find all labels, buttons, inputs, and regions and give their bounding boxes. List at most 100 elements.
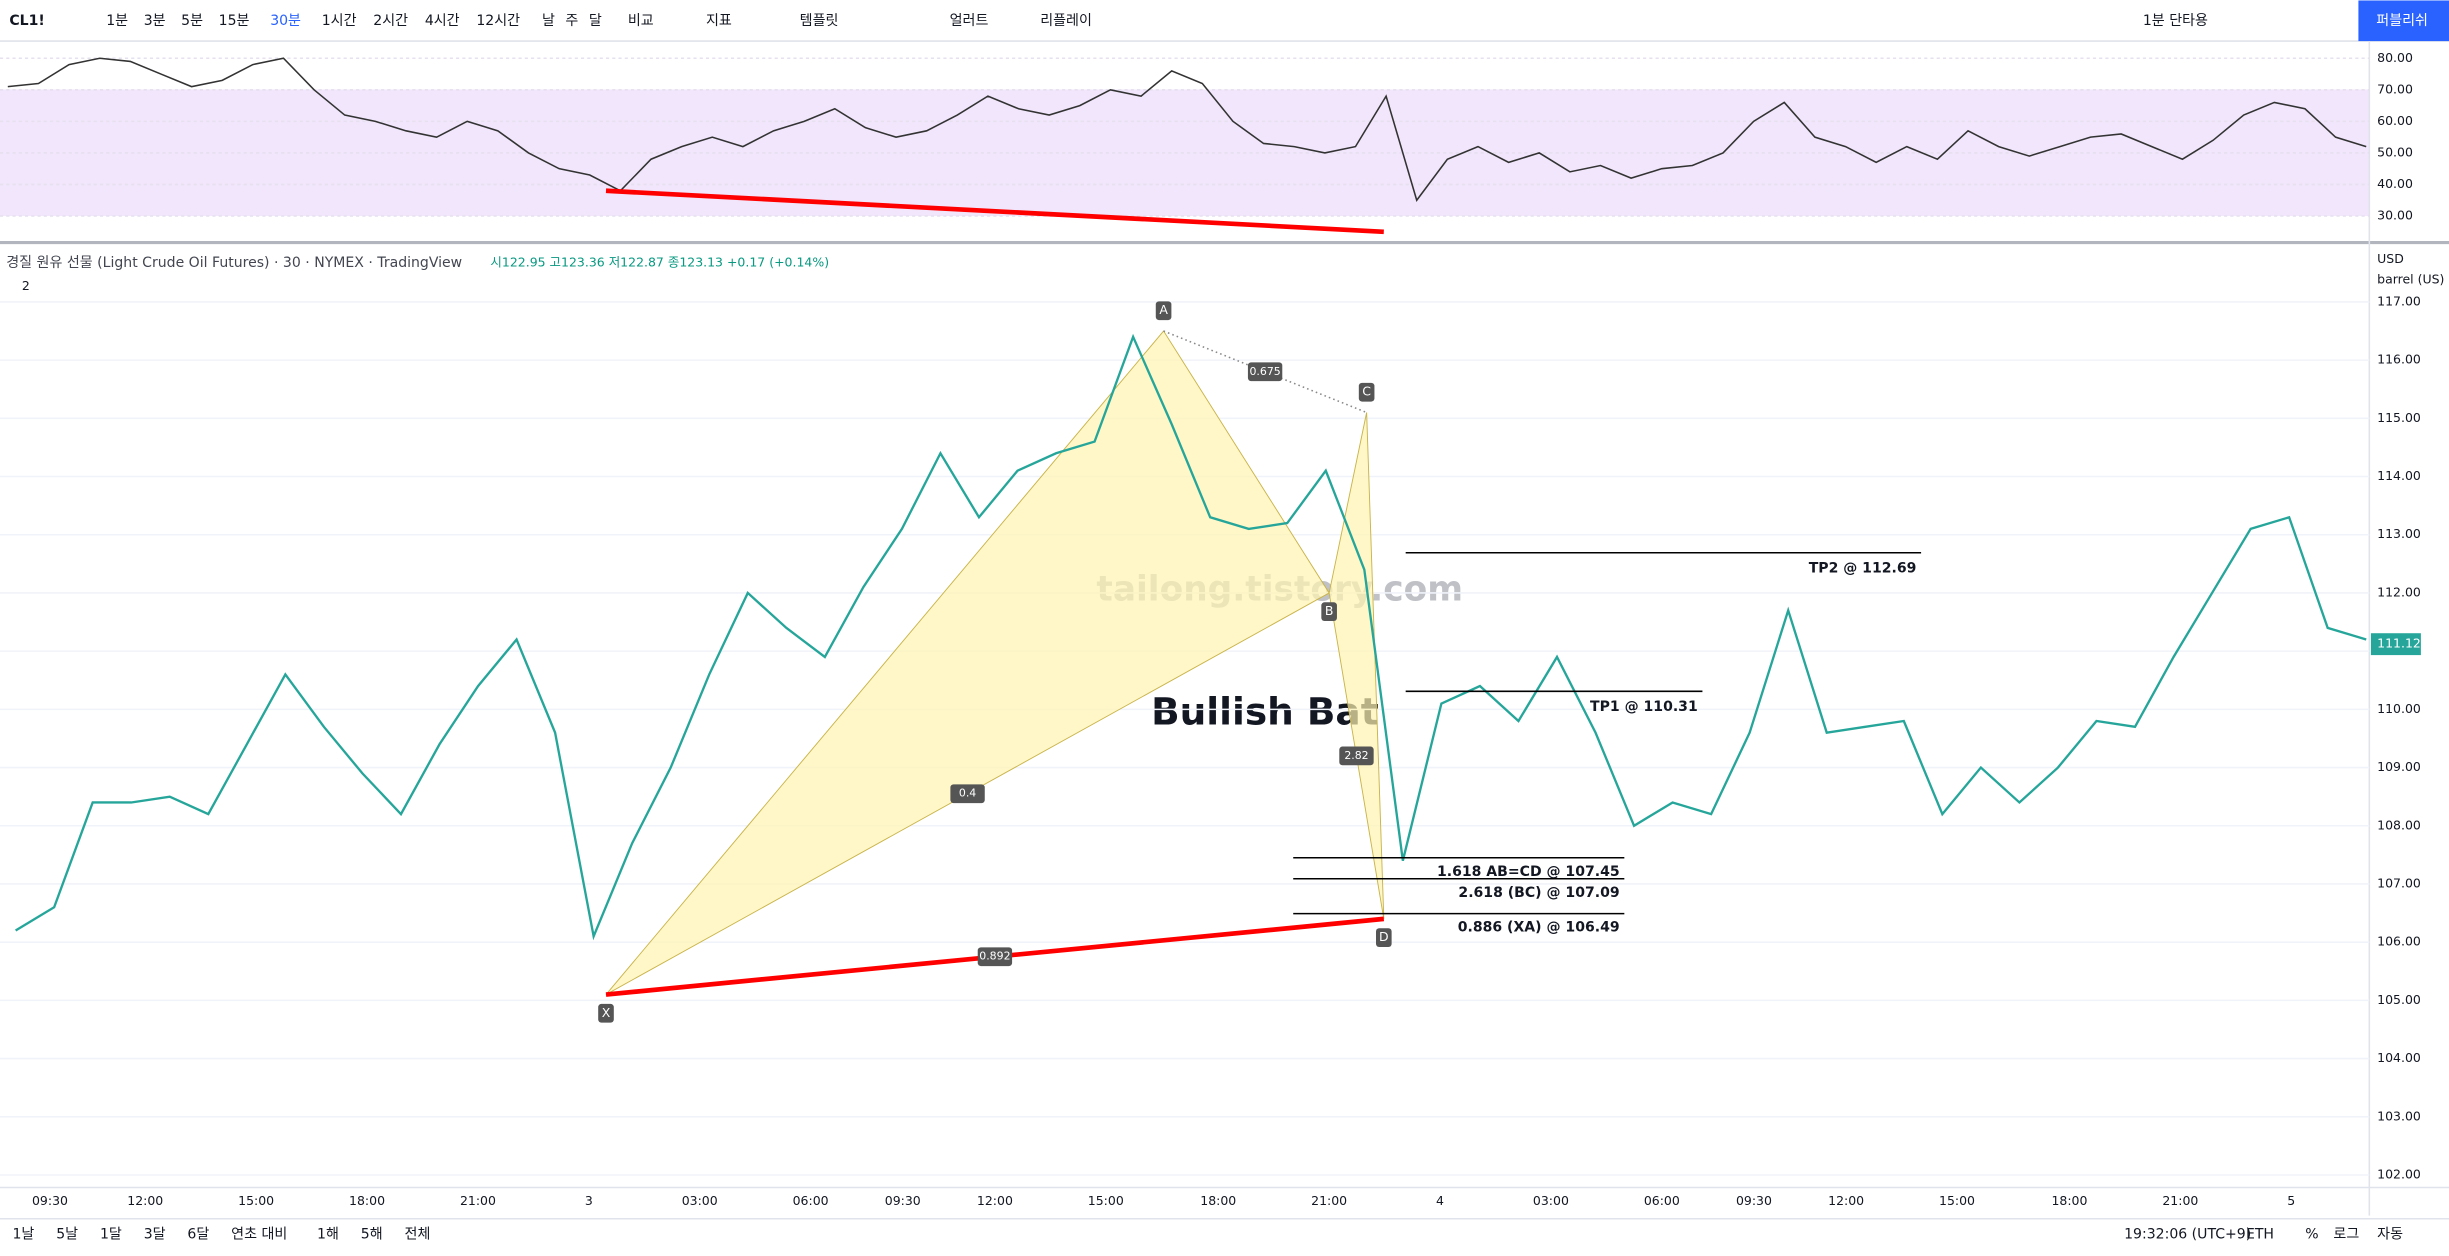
- interval[interactable]: 달: [589, 13, 602, 29]
- price-tick-label: 110.00: [2377, 701, 2421, 716]
- time-tick-label: 12:00: [127, 1193, 163, 1208]
- time-tick-label: 3: [585, 1193, 593, 1208]
- scale-option[interactable]: 로그: [2333, 1226, 2359, 1242]
- price-tick-label: 117.00: [2377, 293, 2421, 308]
- publish-button[interactable]: [2358, 0, 2449, 42]
- point-badge: [1155, 301, 1172, 321]
- point-badge: [598, 1003, 614, 1023]
- symbol[interactable]: CL1!: [9, 13, 44, 29]
- point-label: C: [1362, 384, 1371, 399]
- ratio-badge: [977, 947, 1013, 967]
- range-button[interactable]: 연초 대비: [231, 1226, 287, 1242]
- price-tick-label: 107.00: [2377, 875, 2421, 890]
- price-tick-label: 114.00: [2377, 468, 2421, 483]
- range-button[interactable]: 1해: [317, 1226, 339, 1242]
- price-tick-label: 113.00: [2377, 526, 2421, 541]
- rsi-tick-label: 50.00: [2377, 144, 2413, 159]
- interval[interactable]: 4시간: [425, 13, 460, 29]
- scale-option[interactable]: 자동: [2377, 1226, 2403, 1242]
- pattern-bcd: [1328, 412, 1385, 919]
- clock: 19:32:06 (UTC+9): [2124, 1226, 2251, 1242]
- interval[interactable]: 3분: [144, 13, 166, 29]
- price-tick-label: 104.00: [2377, 1050, 2421, 1065]
- toolbar-button[interactable]: 템플릿: [800, 13, 839, 29]
- toolbar-button[interactable]: 지표: [706, 13, 732, 29]
- rsi-tick-label: 30.00: [2377, 208, 2413, 223]
- price-tick-label: 116.00: [2377, 352, 2421, 367]
- interval[interactable]: 15분: [219, 13, 250, 29]
- range-button[interactable]: 전체: [405, 1226, 431, 1242]
- interval[interactable]: 주: [565, 13, 578, 29]
- time-tick-label: 18:00: [1200, 1193, 1236, 1208]
- interval[interactable]: 12시간: [476, 13, 520, 29]
- session[interactable]: ETH: [2246, 1226, 2274, 1242]
- toolbar-button[interactable]: 비교: [628, 13, 654, 29]
- price-tick-label: 105.00: [2377, 992, 2421, 1007]
- collapse[interactable]: 2: [22, 278, 30, 293]
- currency[interactable]: USD: [2377, 251, 2404, 266]
- point-badge: [1358, 382, 1375, 402]
- level-label: TP1 @ 110.31: [1590, 699, 1698, 715]
- price-tick-label: 115.00: [2377, 410, 2421, 425]
- time-tick-label: 21:00: [2162, 1193, 2198, 1208]
- time-tick-label: 12:00: [1828, 1193, 1864, 1208]
- time-tick-label: 09:30: [32, 1193, 68, 1208]
- time-tick-label: 15:00: [1088, 1193, 1124, 1208]
- range-button[interactable]: 1날: [12, 1226, 34, 1242]
- interval[interactable]: 1분: [106, 13, 128, 29]
- interval[interactable]: 2시간: [373, 13, 408, 29]
- time-tick-label: 21:00: [460, 1193, 496, 1208]
- layout-name[interactable]: 1분 단타용: [2143, 13, 2208, 29]
- time-tick-label: 15:00: [238, 1193, 274, 1208]
- point-label: D: [1379, 929, 1389, 944]
- time-tick-label: 18:00: [349, 1193, 385, 1208]
- time-tick-label: 09:30: [885, 1193, 921, 1208]
- time-tick-label: 12:00: [977, 1193, 1013, 1208]
- ratio-label: 0.675: [1249, 365, 1280, 378]
- time-tick-label: 18:00: [2051, 1193, 2087, 1208]
- time-tick-label: 15:00: [1939, 1193, 1975, 1208]
- toolbar: [0, 0, 2449, 42]
- ratio-badge: [1247, 362, 1283, 382]
- ratio-badge: [950, 784, 985, 804]
- range-button[interactable]: 6달: [187, 1226, 209, 1242]
- time-tick-label: 5: [2287, 1193, 2295, 1208]
- level-label: 1.618 AB=CD @ 107.45: [1437, 864, 1620, 880]
- interval[interactable]: 날: [542, 13, 555, 29]
- publish-label[interactable]: 퍼블리쉬: [2376, 13, 2428, 29]
- ohlc: 시122.95 고123.36 저122.87 종123.13 +0.17 (+…: [490, 254, 829, 269]
- price-tick-label: 102.00: [2377, 1166, 2421, 1181]
- scale-option[interactable]: %: [2305, 1226, 2318, 1242]
- price-tick-label: 103.00: [2377, 1108, 2421, 1123]
- rsi-line: [7, 57, 2367, 202]
- price-tick-label: 106.00: [2377, 934, 2421, 949]
- interval[interactable]: 30분: [270, 13, 301, 29]
- last-price-label: 111.12: [2377, 636, 2421, 651]
- price-tick-label: 108.00: [2377, 817, 2421, 832]
- range-button[interactable]: 1달: [100, 1226, 122, 1242]
- toolbar-button[interactable]: 리플레이: [1040, 13, 1092, 29]
- ratio-label: 2.82: [1344, 749, 1368, 762]
- toolbar-button[interactable]: 얼러트: [950, 13, 989, 29]
- rsi-tick-label: 40.00: [2377, 176, 2413, 191]
- interval[interactable]: 1시간: [322, 13, 357, 29]
- rsi-divergence: [605, 188, 1384, 235]
- range-button[interactable]: 5해: [361, 1226, 383, 1242]
- point-label: X: [602, 1005, 611, 1020]
- level-label: 2.618 (BC) @ 107.09: [1458, 885, 1619, 901]
- pattern-name: Bullish Bat: [1151, 690, 1379, 734]
- time-tick-label: 09:30: [1736, 1193, 1772, 1208]
- unit[interactable]: barrel (US): [2377, 272, 2444, 287]
- range-button[interactable]: 5날: [56, 1226, 78, 1242]
- time-tick-label: 4: [1436, 1193, 1444, 1208]
- rsi-tick-label: 60.00: [2377, 113, 2413, 128]
- last-price-badge: [2370, 633, 2421, 656]
- ratio-badge: [1339, 746, 1374, 766]
- interval[interactable]: 5분: [181, 13, 203, 29]
- level-label: TP2 @ 112.69: [1809, 560, 1917, 576]
- point-badge: [1376, 928, 1392, 948]
- range-button[interactable]: 3달: [144, 1226, 166, 1242]
- chart-title: 경질 원유 선물 (Light Crude Oil Futures) · 30 …: [6, 255, 462, 271]
- time-tick-label: 03:00: [682, 1193, 718, 1208]
